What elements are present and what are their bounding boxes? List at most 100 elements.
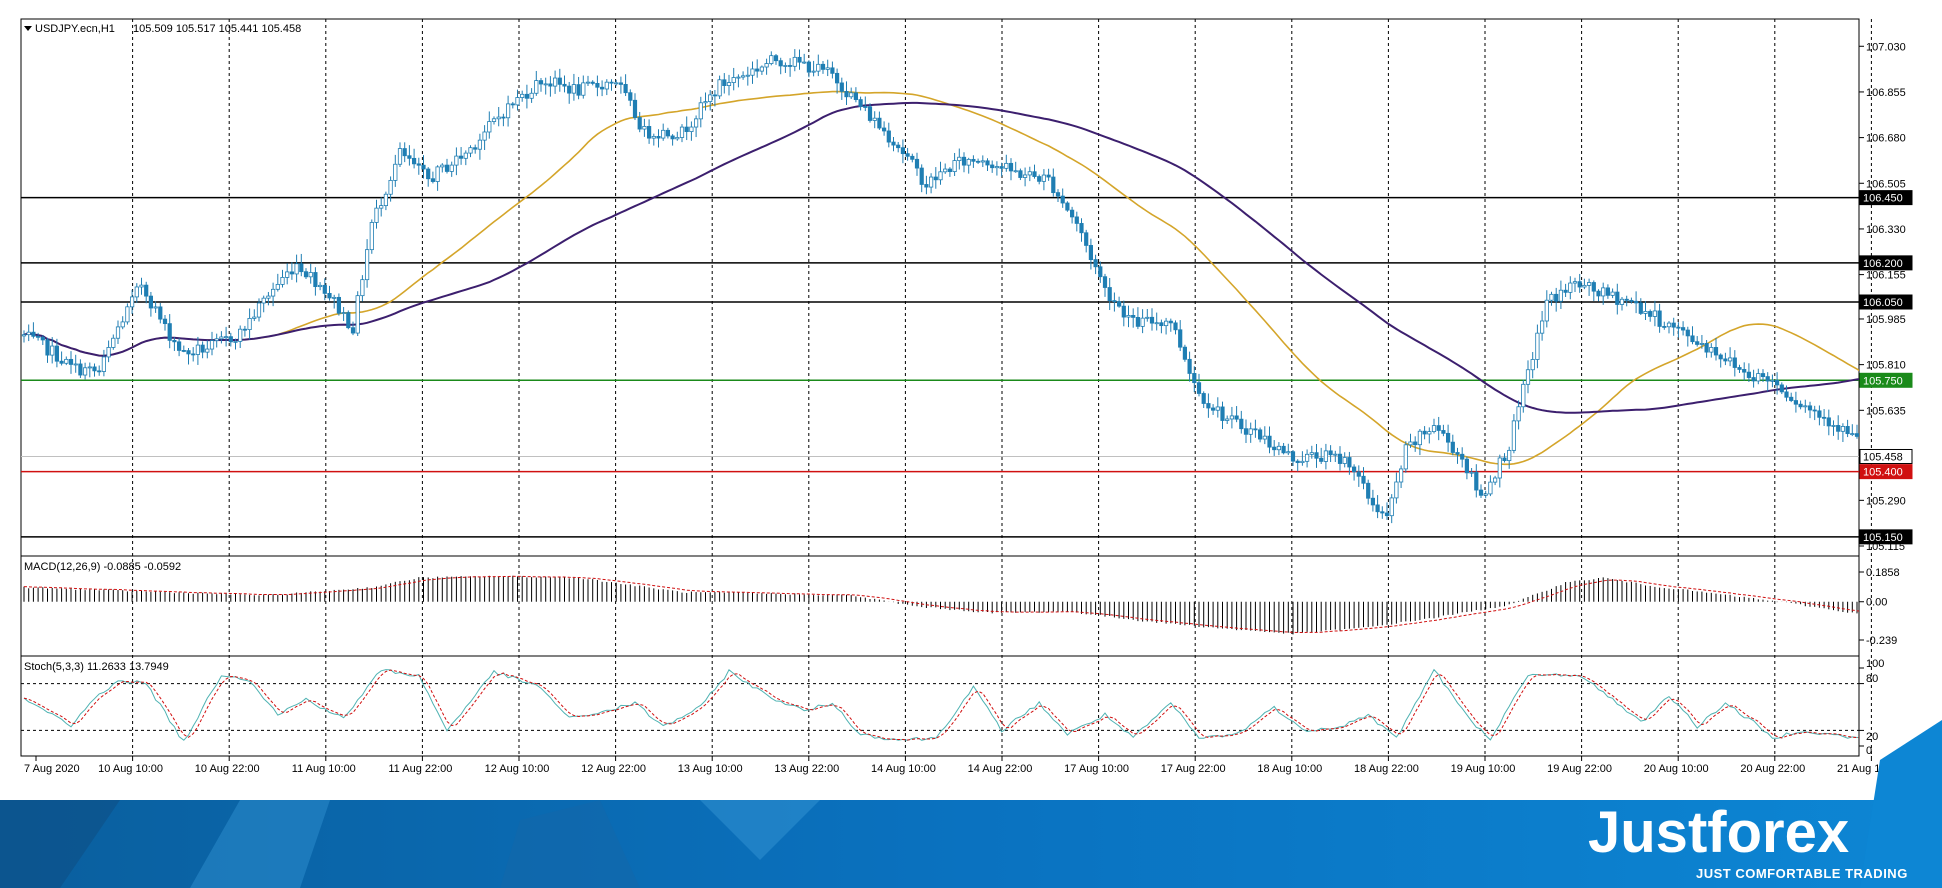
candle-bull: [529, 92, 534, 99]
candle-bear: [1366, 482, 1371, 499]
macd-label: MACD(12,26,9) -0.0885 -0.0592: [24, 561, 181, 573]
candle-bear: [1737, 367, 1742, 370]
candle-bull: [505, 103, 511, 119]
candle-bear: [1239, 418, 1244, 430]
candle-bear: [1784, 391, 1789, 398]
candle-bull: [1840, 426, 1845, 432]
candle-bear: [327, 292, 332, 299]
candle-bear: [623, 84, 628, 94]
candle-bear: [1178, 329, 1183, 348]
candle-bear: [1117, 301, 1122, 307]
candle-bear: [416, 163, 421, 166]
candle-bear: [867, 106, 873, 121]
brand-tagline: JUST COMFORTABLE TRADING: [1696, 866, 1908, 881]
candle-bull: [1154, 322, 1159, 325]
candle-bear: [806, 61, 812, 73]
price-tick-label: 107.030: [1866, 41, 1906, 53]
candle-bear: [426, 168, 431, 180]
candle-bear: [1822, 416, 1827, 419]
candle-bear: [1450, 441, 1455, 453]
price-tick-label: 105.290: [1866, 495, 1906, 507]
candle-bull: [482, 131, 487, 141]
candle-bear: [670, 135, 675, 140]
candle-bull: [811, 70, 816, 73]
candle-bull: [219, 336, 224, 340]
candle-bear: [1272, 446, 1277, 451]
candle-bull: [943, 168, 948, 173]
candle-bear: [632, 99, 638, 118]
candle-bear: [59, 360, 64, 364]
candle-bear: [1295, 460, 1300, 464]
candle-bear: [54, 345, 60, 362]
candle-bear: [1441, 430, 1446, 434]
candle-bear: [933, 176, 938, 181]
candle-bear: [684, 126, 689, 132]
candle-bull: [21, 334, 27, 337]
candle-bear: [1695, 341, 1700, 345]
candle-bear: [1742, 369, 1747, 373]
candle-bear: [1413, 441, 1418, 446]
candle-bull: [1568, 282, 1573, 293]
candle-bear: [1836, 425, 1841, 432]
candle-bear: [990, 164, 995, 169]
candle-bull: [1248, 428, 1253, 435]
candle-bull: [694, 118, 699, 128]
candle-bear: [905, 153, 910, 157]
candle-bull: [1276, 445, 1281, 451]
candle-bear: [1361, 475, 1366, 484]
vertical-grid: [132, 19, 1872, 756]
candle-bear: [346, 312, 351, 329]
time-tick-label: 13 Aug 10:00: [678, 763, 743, 775]
candle-bear: [1352, 466, 1357, 473]
footer-facet: [0, 800, 120, 888]
candle-bear: [773, 55, 779, 62]
candle-bear: [961, 156, 967, 166]
candle-bear: [947, 168, 953, 173]
candle-bear: [1168, 320, 1173, 324]
macd-panel: [23, 575, 1859, 635]
candle-bear: [1624, 298, 1629, 301]
candle-bear: [1046, 174, 1051, 178]
candle-bull: [247, 318, 252, 330]
candle-bull: [360, 279, 365, 297]
candle-bull: [1305, 453, 1310, 462]
candle-bear: [1746, 371, 1751, 378]
candle-bear: [289, 271, 295, 275]
time-tick-label: 10 Aug 10:00: [98, 763, 163, 775]
candle-bull: [1427, 431, 1432, 435]
price-tick-label: 105.635: [1866, 405, 1906, 417]
candle-bear: [600, 86, 605, 90]
candle-bear: [1121, 305, 1126, 318]
candle-bull: [280, 277, 285, 285]
candle-bull: [698, 102, 703, 120]
candle-bear: [1060, 195, 1065, 204]
candle-bear: [1211, 407, 1216, 411]
candle-bull: [101, 356, 106, 372]
candle-bear: [618, 82, 624, 85]
candle-bull: [736, 76, 741, 79]
candle-bull: [369, 222, 374, 251]
candle-bear: [1253, 428, 1258, 431]
candle-bear: [200, 344, 205, 353]
candle-bear: [628, 92, 633, 101]
candle-bull: [435, 166, 440, 182]
candle-bull: [491, 118, 497, 122]
candle-bull: [1865, 448, 1868, 449]
candle-bear: [1648, 311, 1653, 317]
candle-bear: [919, 167, 924, 185]
candle-bear: [1070, 209, 1075, 218]
candle-bull: [750, 68, 755, 76]
candle-bear: [1328, 450, 1333, 456]
candle-bull: [1389, 497, 1394, 517]
candle-bear: [1084, 232, 1089, 246]
symbol-dropdown-icon[interactable]: [24, 26, 32, 31]
candle-bull: [449, 164, 454, 172]
candle-bull: [1229, 415, 1234, 420]
candle-bear: [144, 284, 149, 297]
candle-bear: [148, 295, 153, 309]
candle-bear: [882, 127, 887, 132]
candle-bull: [769, 55, 774, 64]
macd-signal-line: [23, 575, 1859, 633]
candle-bear: [896, 144, 901, 149]
candle-bear: [1765, 376, 1770, 382]
